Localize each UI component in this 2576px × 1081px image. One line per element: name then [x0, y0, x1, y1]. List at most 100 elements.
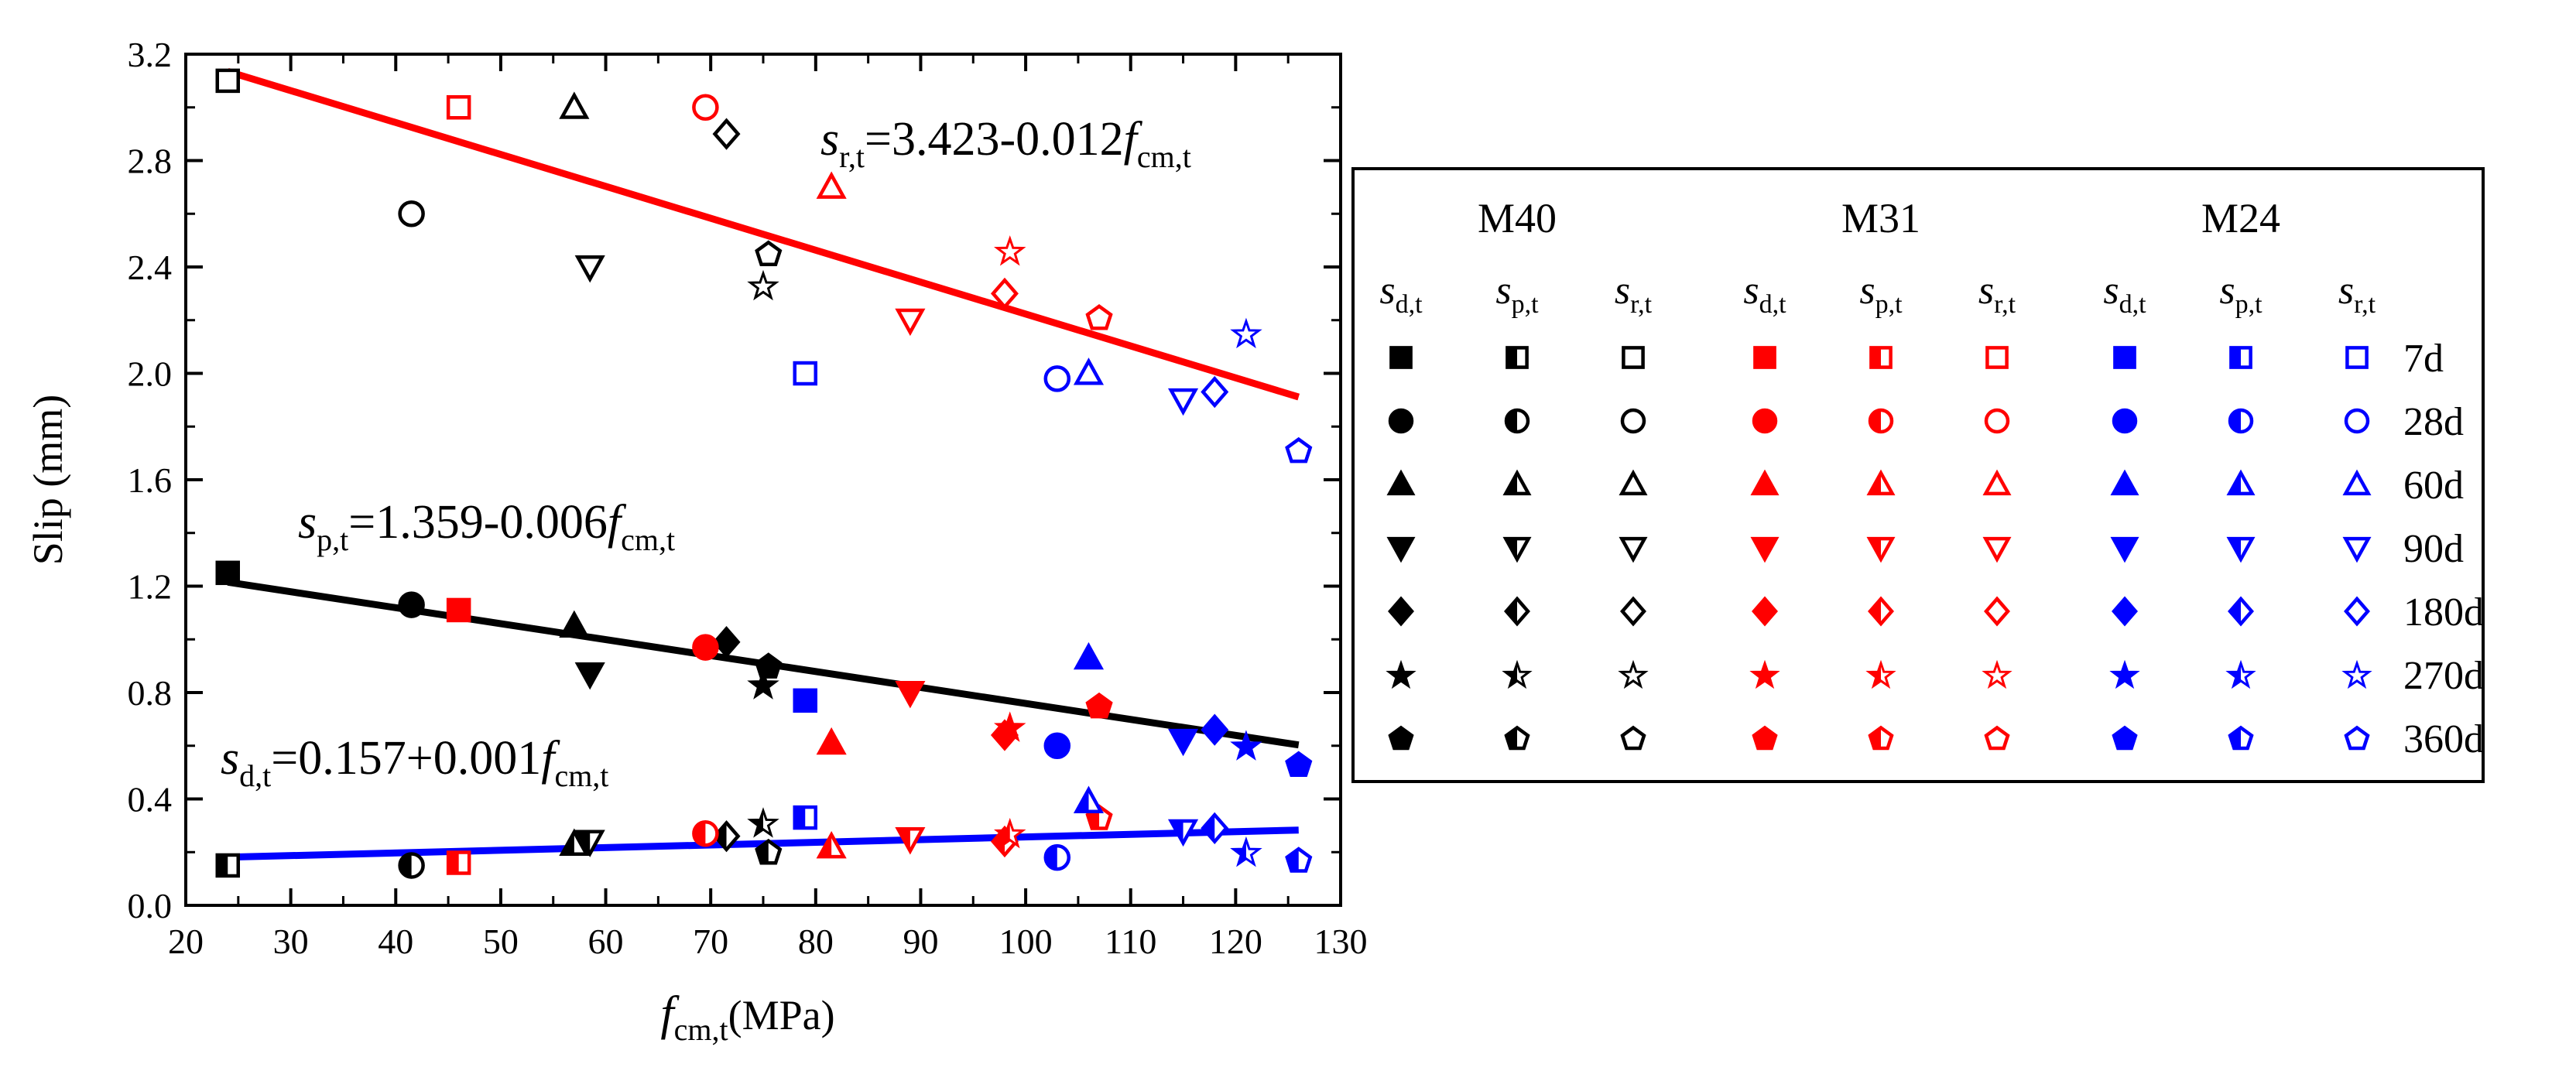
legend-marker-m40-p-360d: [1504, 725, 1530, 751]
legend-marker-m31-p-270d: [1865, 659, 1896, 689]
legend-quantity-d: sd,t: [1379, 269, 1423, 319]
legend-marker-m40-r-60d: [1619, 469, 1648, 496]
point-m40-r-180d: [712, 118, 741, 150]
legend-marker-m40-d-360d: [1388, 725, 1414, 751]
y-tick-label: 2.8: [128, 142, 173, 181]
x-tick-label: 90: [903, 922, 938, 961]
legend-marker-m40-r-360d: [1620, 725, 1646, 751]
legend-marker-m24-d-180d: [2112, 596, 2138, 627]
fit-equation-d: sd,t=0.157+0.001fcm,t: [221, 732, 608, 793]
x-tick-label: 100: [999, 922, 1053, 961]
legend-quantity-p: sp,t: [1495, 269, 1539, 319]
legend-marker-m24-d-28d: [2112, 408, 2138, 434]
point-m40-p-7d: [215, 853, 241, 878]
point-m40-r-28d: [398, 200, 425, 227]
legend-marker-m40-d-28d: [1388, 408, 1414, 434]
legend-marker-m24-r-180d: [2344, 596, 2370, 627]
point-m24-d-60d: [1073, 641, 1105, 670]
legend-marker-m31-p-360d: [1868, 725, 1894, 751]
legend-marker-m31-r-90d: [1982, 536, 2012, 563]
legend-marker-m31-p-7d: [1869, 346, 1893, 369]
point-m24-r-180d: [1201, 375, 1229, 409]
legend-marker-m31-r-28d: [1984, 408, 2010, 434]
legend-marker-m40-p-7d: [1506, 346, 1529, 369]
point-m24-r-90d: [1167, 388, 1199, 416]
legend-marker-m31-d-270d: [1749, 659, 1780, 689]
legend-marker-m31-r-60d: [1982, 469, 2012, 496]
point-m31-p-7d: [446, 850, 471, 875]
x-tick-label: 130: [1314, 922, 1368, 961]
legend-marker-m40-p-60d: [1502, 469, 1532, 496]
axes: 20 30 40 50 60 70 80 90 100 110 120 130 0.0 0.4 0.8 1.2…: [25, 35, 1368, 1047]
legend-marker-m40-d-270d: [1386, 659, 1416, 689]
legend-marker-m31-r-7d: [1985, 346, 2009, 369]
point-m24-d-270d: [1230, 730, 1262, 761]
y-tick-label: 2.4: [128, 248, 173, 287]
legend-marker-m31-d-360d: [1752, 725, 1778, 751]
point-m40-p-360d: [755, 838, 783, 865]
legend-marker-m24-p-180d: [2228, 596, 2254, 627]
legend-age-label: 90d: [2403, 527, 2464, 571]
point-m24-r-270d: [1230, 317, 1262, 349]
legend-marker-m40-d-180d: [1388, 596, 1414, 627]
data-points: [215, 68, 1313, 879]
legend-marker-m31-p-180d: [1868, 596, 1894, 627]
x-tick-label: 120: [1209, 922, 1262, 961]
legend-marker-m31-d-7d: [1753, 346, 1776, 369]
legend-marker-m40-r-28d: [1620, 408, 1646, 434]
point-m24-r-60d: [1073, 357, 1105, 385]
legend-marker-m31-d-180d: [1752, 596, 1778, 627]
legend-marker-m24-p-28d: [2228, 408, 2254, 434]
point-m31-r-360d: [1085, 303, 1113, 330]
legend-marker-m40-d-7d: [1389, 346, 1413, 369]
legend-group-m40: M40: [1478, 195, 1557, 241]
x-tick-label: 20: [168, 922, 204, 961]
fit-equations: sr,t=3.423-0.012fcm,t sp,t=1.359-0.006fcm…: [221, 113, 1191, 793]
legend-quantity-d: sd,t: [2103, 269, 2146, 319]
point-m24-r-7d: [793, 361, 818, 386]
legend-marker-m31-r-360d: [1984, 725, 2010, 751]
point-m40-d-60d: [559, 610, 590, 638]
point-m24-p-90d: [1167, 819, 1199, 847]
point-m40-d-270d: [747, 669, 779, 700]
legend-marker-m24-p-90d: [2226, 536, 2256, 563]
x-tick-label: 60: [588, 922, 624, 961]
x-tick-label: 70: [693, 922, 728, 961]
point-m24-p-180d: [1201, 812, 1229, 844]
legend-marker-m31-r-180d: [1984, 596, 2010, 627]
legend-group-m24: M24: [2201, 195, 2280, 241]
legend-marker-m31-d-60d: [1750, 469, 1780, 496]
point-m24-r-360d: [1285, 436, 1313, 464]
point-m31-r-270d: [993, 235, 1026, 266]
y-tick-label: 0.8: [128, 673, 173, 713]
point-m40-r-60d: [559, 91, 590, 119]
legend-marker-m40-p-90d: [1502, 536, 1532, 563]
legend-marker-m24-p-360d: [2228, 725, 2254, 751]
point-m40-d-7d: [215, 560, 241, 586]
point-m24-d-360d: [1285, 751, 1313, 777]
legend-box: [1351, 167, 2485, 783]
legend-marker-m40-r-90d: [1619, 536, 1648, 563]
legend-marker-m31-p-90d: [1866, 536, 1896, 563]
legend-quantity-p: sp,t: [2219, 269, 2263, 319]
point-m40-d-180d: [712, 626, 741, 659]
point-m31-d-90d: [895, 681, 926, 709]
legend-marker-m24-p-60d: [2226, 469, 2256, 496]
point-m40-r-7d: [215, 68, 241, 94]
legend-marker-m24-r-360d: [2344, 725, 2370, 751]
point-m31-p-28d: [692, 819, 719, 847]
point-m40-p-270d: [747, 807, 779, 838]
legend-age-label: 60d: [2403, 464, 2464, 508]
point-m31-r-7d: [446, 95, 471, 120]
y-tick-label: 0.0: [128, 886, 173, 925]
point-m40-r-90d: [574, 255, 605, 283]
legend-marker-m24-p-7d: [2229, 346, 2252, 369]
x-tick-label: 50: [483, 922, 519, 961]
legend-marker-m40-d-90d: [1386, 536, 1416, 563]
legend-age-label: 7d: [2403, 337, 2444, 381]
legend-marker-m24-d-360d: [2112, 725, 2138, 751]
point-m40-p-28d: [398, 852, 425, 879]
point-m24-r-28d: [1043, 365, 1071, 392]
point-m24-d-90d: [1167, 728, 1199, 757]
